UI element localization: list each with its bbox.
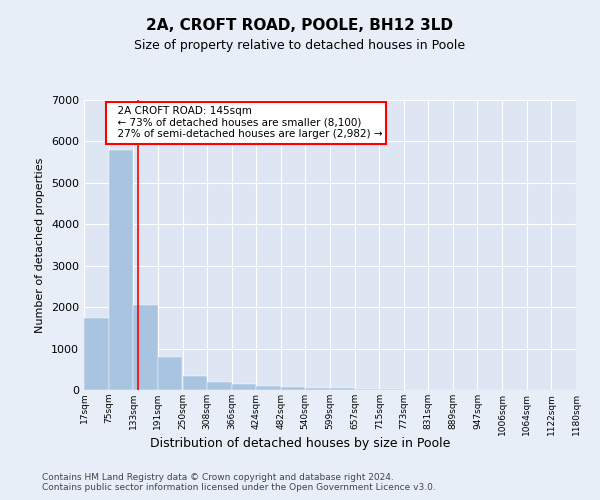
Text: 2A, CROFT ROAD, POOLE, BH12 3LD: 2A, CROFT ROAD, POOLE, BH12 3LD [146,18,454,32]
Bar [182,376,207,390]
Y-axis label: Number of detached properties: Number of detached properties [35,158,46,332]
Bar [109,150,133,390]
Bar [133,305,158,390]
Text: 2A CROFT ROAD: 145sqm
  ← 73% of detached houses are smaller (8,100)
  27% of se: 2A CROFT ROAD: 145sqm ← 73% of detached … [110,106,382,140]
Bar [281,387,305,390]
Text: Contains HM Land Registry data © Crown copyright and database right 2024.: Contains HM Land Registry data © Crown c… [42,472,394,482]
Bar [330,388,355,390]
Bar [232,384,256,390]
Text: Size of property relative to detached houses in Poole: Size of property relative to detached ho… [134,40,466,52]
Text: Contains public sector information licensed under the Open Government Licence v3: Contains public sector information licen… [42,484,436,492]
Bar [207,382,232,390]
Text: Distribution of detached houses by size in Poole: Distribution of detached houses by size … [150,438,450,450]
Bar [256,386,281,390]
Bar [305,388,330,390]
Bar [379,389,404,390]
Bar [158,358,182,390]
Bar [355,389,379,390]
Bar [84,318,109,390]
